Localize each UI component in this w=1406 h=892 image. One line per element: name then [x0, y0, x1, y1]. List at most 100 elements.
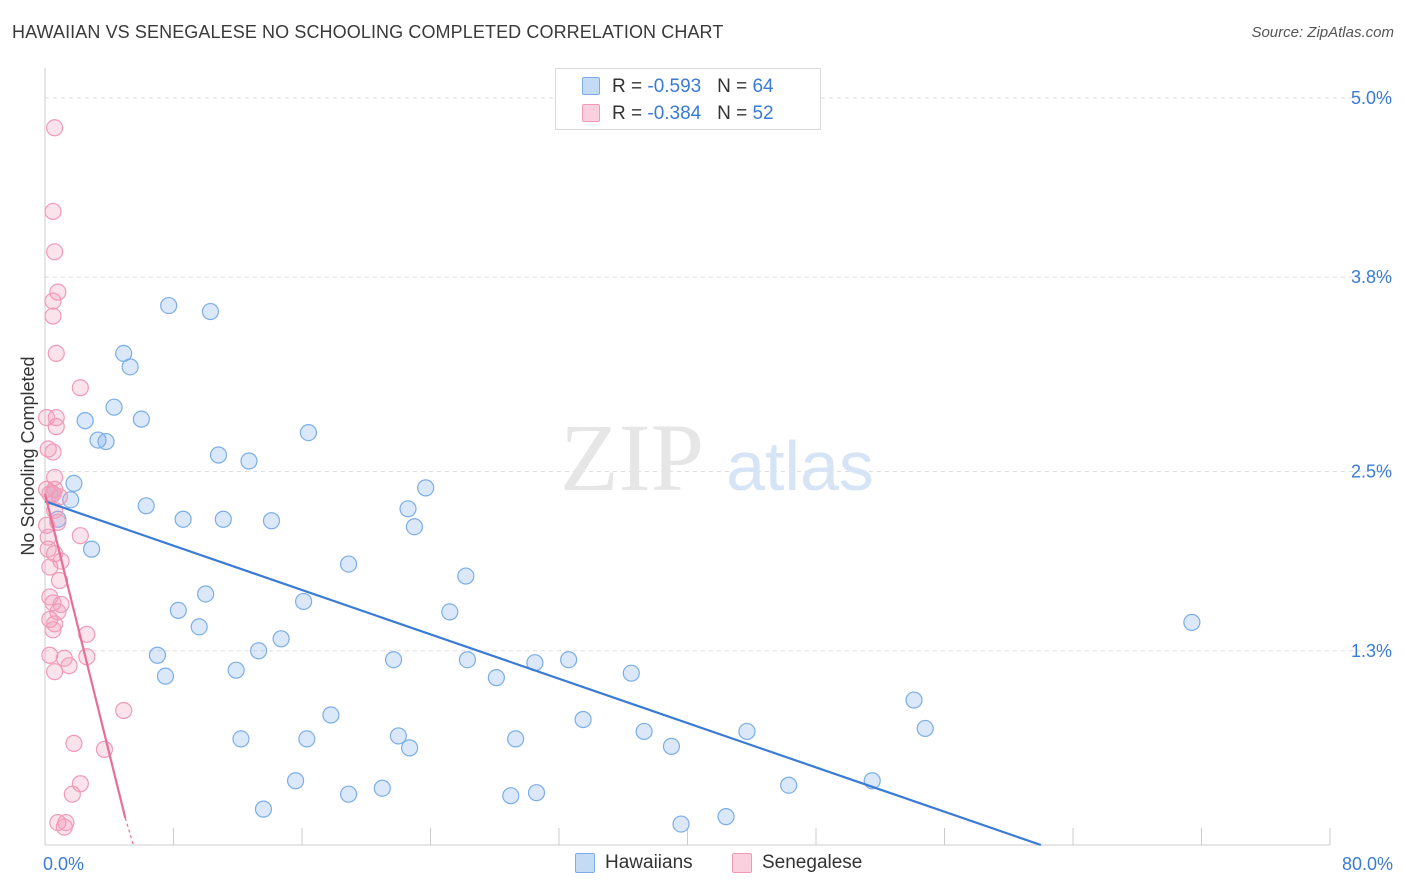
- data-point-hawaiians: [339, 555, 358, 573]
- data-point-hawaiians: [121, 358, 139, 376]
- data-point-hawaiians: [339, 785, 358, 803]
- data-point-senegalese: [46, 243, 64, 261]
- data-point-senegalese: [115, 701, 133, 720]
- data-point-hawaiians: [417, 479, 435, 497]
- y-tick-label: 3.8%: [1351, 267, 1392, 287]
- data-point-hawaiians: [250, 642, 268, 660]
- legend-swatch-senegalese: [582, 104, 600, 122]
- data-point-hawaiians: [62, 491, 80, 509]
- y-axis-label: No Schooling Completed: [18, 356, 38, 555]
- x-tick-label: 0.0%: [43, 854, 84, 874]
- legend-text: R = -0.593 N = 64: [612, 76, 774, 98]
- data-point-senegalese: [47, 344, 65, 362]
- data-point-senegalese: [47, 418, 65, 436]
- data-point-hawaiians: [622, 664, 640, 682]
- data-point-hawaiians: [272, 630, 290, 648]
- legend-text: R = -0.384 N = 52: [612, 103, 774, 125]
- grid-lines: [45, 97, 1390, 652]
- data-point-senegalese: [46, 663, 64, 681]
- data-point-hawaiians: [401, 739, 419, 757]
- data-point-hawaiians: [201, 302, 220, 321]
- data-point-senegalese: [63, 785, 81, 803]
- data-point-senegalese: [41, 485, 59, 503]
- data-point-hawaiians: [137, 497, 155, 515]
- data-point-hawaiians: [384, 651, 403, 669]
- data-point-hawaiians: [441, 603, 459, 621]
- data-point-hawaiians: [240, 452, 258, 470]
- data-point-hawaiians: [717, 808, 735, 826]
- data-point-hawaiians: [65, 474, 83, 492]
- data-point-hawaiians: [232, 730, 250, 748]
- data-point-hawaiians: [148, 646, 167, 664]
- data-point-hawaiians: [458, 651, 477, 669]
- legend-swatch-hawaiians: [575, 853, 595, 873]
- data-point-senegalese: [39, 440, 57, 458]
- data-point-hawaiians: [169, 601, 187, 620]
- data-point-senegalese: [46, 615, 64, 633]
- n-value: 64: [752, 76, 774, 97]
- data-point-hawaiians: [262, 512, 281, 530]
- legend-swatch-senegalese: [732, 853, 752, 873]
- data-point-hawaiians: [132, 410, 150, 428]
- data-point-senegalese: [41, 558, 59, 576]
- data-point-hawaiians: [174, 510, 192, 528]
- trend-line-extension: [124, 817, 134, 846]
- watermark-atlas: atlas: [726, 427, 874, 505]
- data-point-hawaiians: [399, 500, 417, 518]
- y-tick-label: 1.3%: [1351, 641, 1392, 661]
- data-point-hawaiians: [209, 446, 228, 464]
- source-label: Source: ZipAtlas.com: [1251, 24, 1394, 41]
- data-point-hawaiians: [254, 800, 273, 818]
- legend-swatch-hawaiians: [582, 77, 600, 95]
- data-point-hawaiians: [457, 567, 475, 585]
- data-point-senegalese: [57, 813, 75, 832]
- chart-title: HAWAIIAN VS SENEGALESE NO SCHOOLING COMP…: [12, 22, 724, 42]
- data-point-hawaiians: [905, 691, 923, 709]
- data-point-senegalese: [49, 283, 67, 301]
- data-point-hawaiians: [574, 710, 592, 729]
- r-label: R =: [612, 76, 648, 97]
- data-point-senegalese: [41, 646, 59, 664]
- data-point-hawaiians: [672, 815, 690, 833]
- data-point-hawaiians: [214, 510, 232, 528]
- r-value: -0.593: [647, 76, 702, 97]
- data-point-hawaiians: [373, 779, 391, 797]
- data-point-senegalese: [44, 307, 62, 325]
- data-point-hawaiians: [299, 423, 318, 442]
- data-point-hawaiians: [190, 618, 208, 636]
- data-point-hawaiians: [738, 722, 756, 741]
- n-value: 52: [752, 103, 774, 124]
- n-label: N =: [717, 76, 753, 97]
- data-point-senegalese: [65, 734, 83, 752]
- data-point-hawaiians: [286, 772, 305, 790]
- series-legend: Hawaiians Senegalese: [0, 852, 1406, 878]
- data-point-senegalese: [46, 119, 64, 137]
- data-point-hawaiians: [527, 784, 546, 802]
- data-point-hawaiians: [322, 706, 340, 724]
- data-point-senegalese: [71, 527, 89, 545]
- trend-lines: [43, 493, 1042, 847]
- data-point-hawaiians: [160, 296, 178, 315]
- data-point-hawaiians: [97, 432, 115, 451]
- data-point-hawaiians: [389, 727, 407, 745]
- data-point-senegalese: [71, 379, 89, 397]
- trend-line-senegalese: [43, 493, 127, 819]
- data-point-senegalese: [44, 443, 62, 461]
- legend-label: Senegalese: [762, 852, 863, 873]
- data-point-senegalese: [50, 488, 69, 506]
- data-point-hawaiians: [487, 669, 505, 687]
- data-point-hawaiians: [298, 730, 316, 748]
- data-point-hawaiians: [405, 518, 424, 536]
- data-point-hawaiians: [227, 661, 245, 679]
- data-point-hawaiians: [76, 412, 94, 430]
- data-point-hawaiians: [156, 667, 175, 685]
- data-point-hawaiians: [916, 719, 934, 738]
- watermark: ZIP atlas: [560, 404, 874, 511]
- axis-labels: No Schooling Completed 1.3% 2.5% 3.8% 5.0% 0…: [18, 88, 1393, 874]
- stats-legend: R = -0.593 N = 64 R = -0.384 N = 52: [555, 68, 821, 130]
- data-point-hawaiians: [780, 776, 798, 794]
- data-point-hawaiians: [635, 722, 653, 741]
- legend-label: Hawaiians: [605, 852, 693, 873]
- data-point-hawaiians: [105, 398, 123, 416]
